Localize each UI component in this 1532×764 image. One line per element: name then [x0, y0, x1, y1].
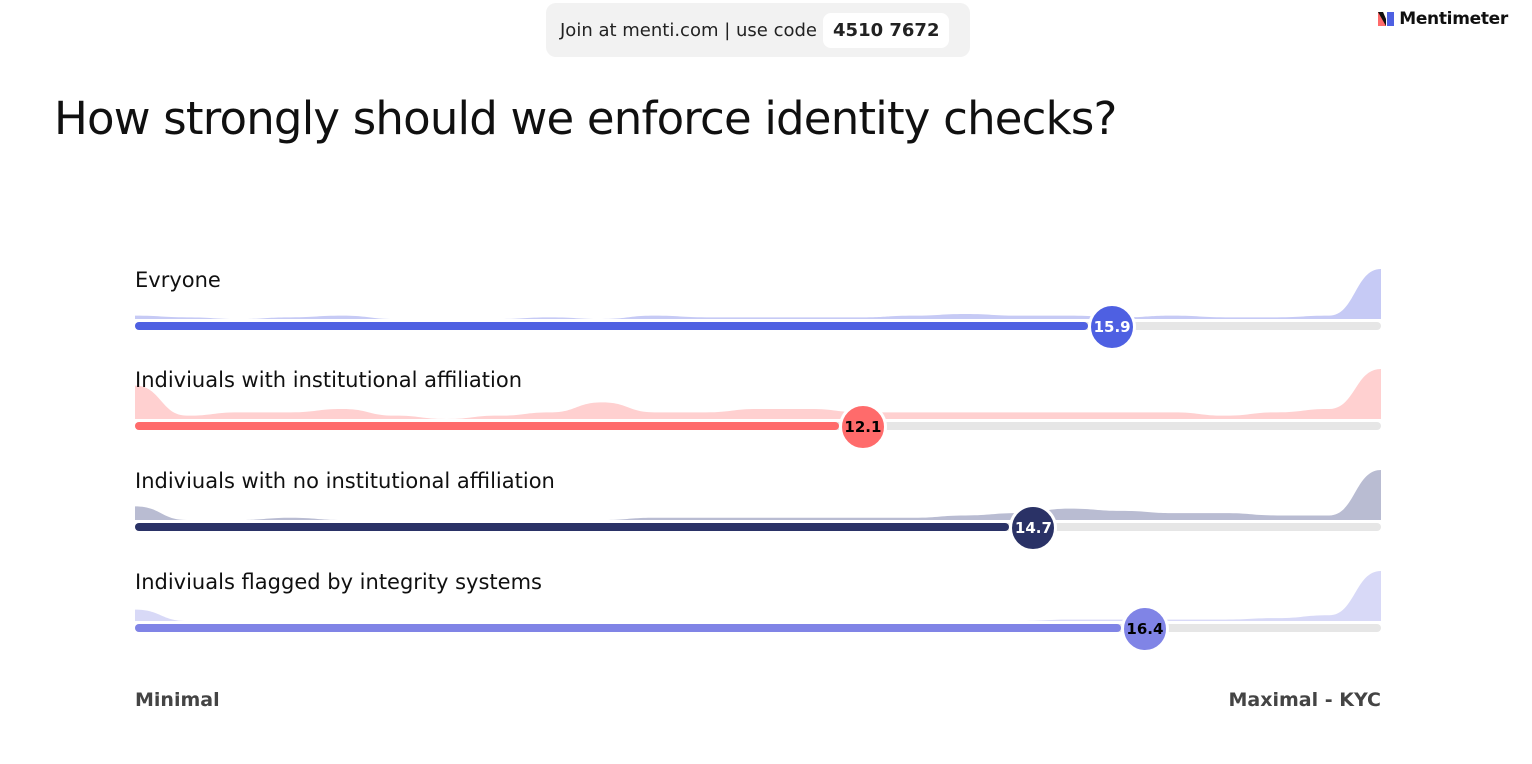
distribution-chart	[135, 369, 1381, 419]
statement-label: Indiviuals flagged by integrity systems	[135, 570, 542, 594]
join-code: 4510 7672	[823, 12, 950, 48]
average-bar	[135, 322, 1089, 330]
distribution-area	[135, 369, 1381, 419]
scale-min-label: Minimal	[135, 689, 220, 711]
brand-name: Mentimeter	[1399, 9, 1508, 29]
statement-label: Indiviuals with institutional affiliatio…	[135, 368, 523, 392]
mentimeter-logo: Mentimeter	[1378, 9, 1508, 29]
statement-row: Indiviuals flagged by integrity systems …	[135, 570, 1381, 670]
statement-row: Indiviuals with no institutional affilia…	[135, 469, 1381, 569]
average-value-badge: 16.4	[1120, 605, 1169, 653]
distribution-chart	[135, 470, 1381, 520]
average-bar	[135, 624, 1121, 632]
scale-max-label: Maximal - KYC	[1228, 689, 1382, 711]
join-banner: Join at menti.com | use code 4510 7672	[546, 3, 970, 57]
distribution-chart	[135, 269, 1381, 319]
average-value-badge: 14.7	[1009, 504, 1058, 552]
average-bar	[135, 523, 1010, 531]
average-value-badge: 12.1	[838, 403, 887, 451]
statement-label: Indiviuals with no institutional affilia…	[135, 469, 555, 493]
join-instructions: Join at menti.com | use code	[560, 19, 818, 41]
average-value-badge: 15.9	[1088, 303, 1137, 351]
statement-row: Indiviuals with institutional affiliatio…	[135, 368, 1381, 468]
question-title: How strongly should we enforce identity …	[54, 92, 1117, 145]
statement-row: Evryone 15.9	[135, 268, 1381, 368]
average-bar	[135, 422, 839, 430]
distribution-area	[135, 470, 1381, 520]
distribution-area	[135, 269, 1381, 319]
statement-label: Evryone	[135, 268, 221, 292]
mentimeter-logo-icon	[1378, 12, 1395, 26]
